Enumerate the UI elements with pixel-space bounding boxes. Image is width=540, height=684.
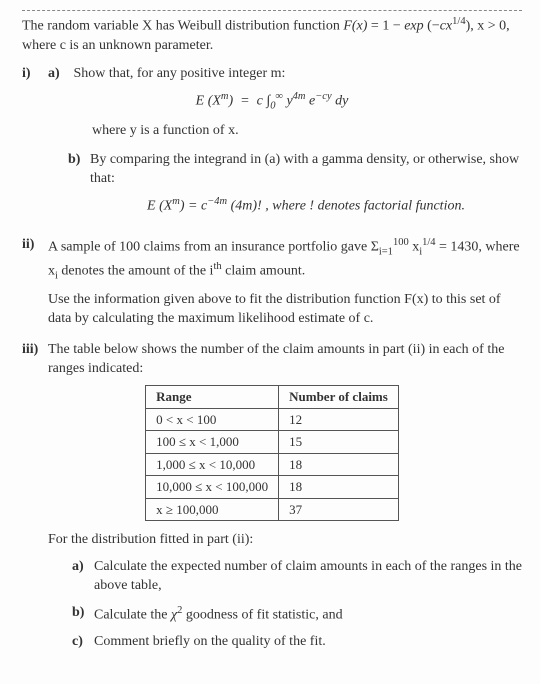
part-iii-b-label: b) — [72, 604, 94, 623]
problem-intro: The random variable X has Weibull distri… — [22, 15, 522, 55]
page-top-rule — [22, 10, 522, 11]
part-i-a-where: where y is a function of x. — [92, 122, 522, 141]
col-range: Range — [146, 385, 279, 408]
table-row: 10,000 ≤ x < 100,00018 — [146, 476, 399, 499]
part-i-a-equation: E (Xm) = c ∫0∞ y4m e−cy dy — [22, 90, 522, 114]
part-iii-label: iii) — [22, 341, 48, 360]
part-i-b-text: By comparing the integrand in (a) with a… — [90, 152, 519, 186]
table-row: 0 < x < 10012 — [146, 408, 399, 431]
claims-table: Range Number of claims 0 < x < 10012 100… — [145, 385, 399, 521]
part-iii-a-label: a) — [72, 558, 94, 577]
table-row: 100 ≤ x < 1,00015 — [146, 431, 399, 454]
part-iii-c-label: c) — [72, 633, 94, 652]
table-row: 1,000 ≤ x < 10,00018 — [146, 453, 399, 476]
part-i-b-equation: E (Xm) = c−4m (4m)! , where ! denotes fa… — [90, 195, 522, 217]
table-row: x ≥ 100,00037 — [146, 498, 399, 521]
part-i-label: i) — [22, 65, 48, 84]
part-i-a-text: Show that, for any positive integer m: — [74, 66, 286, 81]
part-ii-p2: Use the information given above to fit t… — [48, 291, 522, 329]
part-iii-b-text: Calculate the χ2 goodness of fit statist… — [94, 604, 522, 626]
part-iii-a-text: Calculate the expected number of claim a… — [94, 558, 522, 596]
part-iii-p1: The table below shows the number of the … — [48, 341, 522, 379]
part-ii-label: ii) — [22, 236, 48, 255]
part-i-a-label: a) — [48, 65, 70, 84]
part-iii-after: For the distribution fitted in part (ii)… — [48, 531, 522, 550]
part-iii-c-text: Comment briefly on the quality of the fi… — [94, 633, 522, 652]
col-count: Number of claims — [279, 385, 399, 408]
table-header-row: Range Number of claims — [146, 385, 399, 408]
part-ii-p1: A sample of 100 claims from an insurance… — [48, 236, 522, 283]
part-i-b-label: b) — [68, 151, 90, 170]
